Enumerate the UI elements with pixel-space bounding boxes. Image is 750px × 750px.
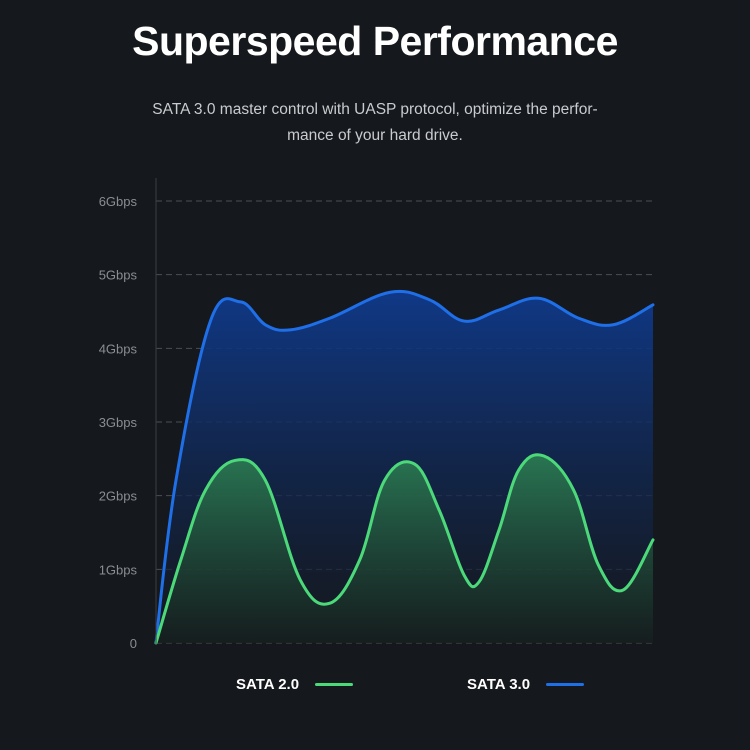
legend-label-sata3: SATA 3.0 (467, 676, 531, 693)
subtitle-line-2: mance of your hard drive. (287, 127, 463, 144)
y-tick-label: 5Gbps (99, 268, 138, 283)
legend-swatch-sata3 (546, 683, 585, 686)
area-sata2 (156, 454, 653, 643)
legend-item-sata3: SATA 3.0 (467, 676, 585, 693)
line-sata3 (154, 289, 655, 645)
legend-swatch-sata2 (315, 683, 354, 686)
y-tick-label: 1Gbps (99, 562, 138, 577)
subtitle: SATA 3.0 master control with UASP protoc… (0, 97, 750, 149)
legend-label-sata2: SATA 2.0 (236, 676, 300, 693)
y-tick-label: 3Gbps (99, 415, 138, 430)
y-tick-label: 4Gbps (99, 341, 138, 356)
y-tick-label: 6Gbps (99, 194, 138, 209)
y-tick-label: 0 (130, 636, 137, 651)
line-sata2 (154, 453, 655, 645)
page-title: Superspeed Performance (132, 18, 618, 64)
subtitle-line-1: SATA 3.0 master control with UASP protoc… (152, 101, 598, 118)
legend-item-sata2: SATA 2.0 (236, 676, 354, 693)
y-tick-label: 2Gbps (99, 489, 138, 504)
